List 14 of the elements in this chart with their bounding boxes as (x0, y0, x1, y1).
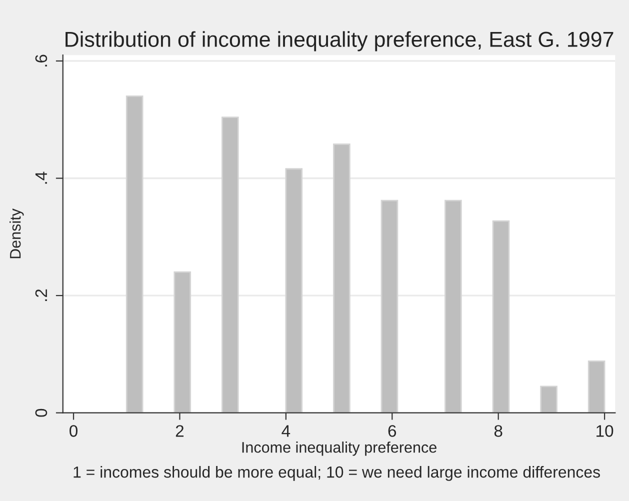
x-tick-label: 10 (596, 425, 614, 437)
y-tick-label: .6 (35, 54, 48, 66)
x-tick-label: 4 (282, 425, 290, 437)
y-tick-label: .2 (35, 289, 47, 301)
y-axis-title: Density (10, 208, 24, 258)
text: 1 = incomes should be more equal; 10 = we need large income differences (74, 466, 600, 481)
y-tick-label: .4 (35, 172, 47, 184)
x-tick-label: 6 (388, 425, 396, 437)
x-tick-label: 2 (176, 425, 184, 437)
chart-title: Distribution of income inequality preference, East G. 1997 (66, 31, 614, 52)
y-tick-label: 0 (35, 408, 48, 417)
x-tick-label: 0 (70, 425, 78, 437)
x-axis-title: Income inequality preference (242, 442, 436, 456)
x-tick-label: 8 (494, 425, 502, 437)
